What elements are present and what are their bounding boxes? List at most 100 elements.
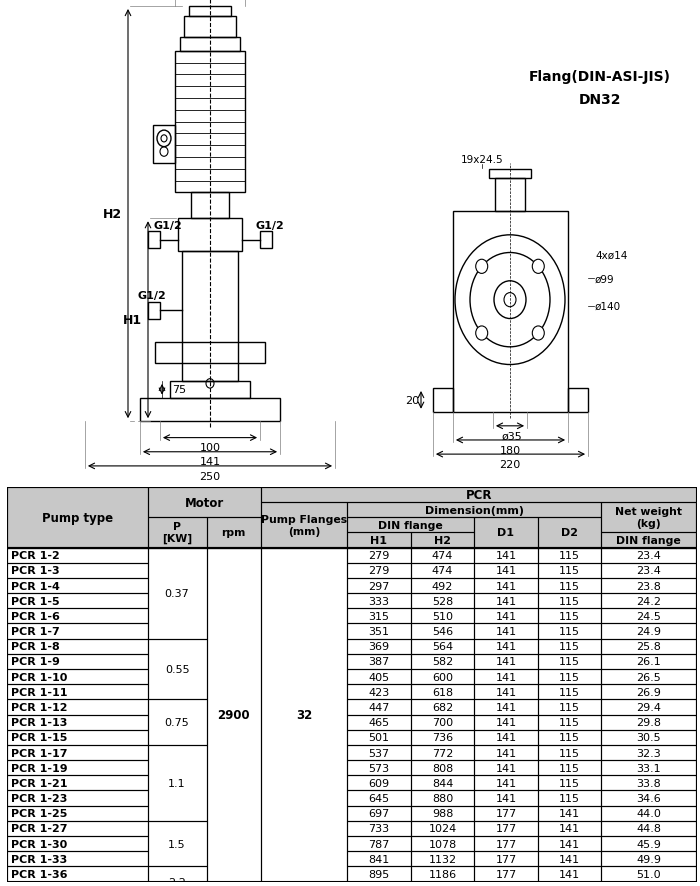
Bar [148, 821, 206, 867]
Bar [601, 851, 696, 867]
Text: 32.3: 32.3 [636, 748, 662, 758]
Bar [433, 389, 453, 412]
Bar [7, 867, 148, 882]
Bar [601, 684, 696, 700]
Text: 528: 528 [432, 596, 453, 606]
Text: 0.55: 0.55 [164, 664, 190, 674]
Bar [411, 594, 474, 609]
Bar [7, 548, 148, 563]
Bar [538, 517, 601, 548]
Text: 141: 141 [496, 596, 517, 606]
Bar [155, 343, 265, 364]
Bar [7, 684, 148, 700]
Bar [7, 730, 148, 745]
Text: Dimension(mm): Dimension(mm) [425, 505, 524, 515]
Bar [180, 38, 240, 51]
Text: H2: H2 [434, 535, 451, 546]
Bar [474, 745, 538, 760]
Bar [7, 609, 148, 624]
Text: 351: 351 [368, 626, 389, 636]
Text: 141: 141 [496, 641, 517, 651]
Text: 141: 141 [496, 611, 517, 621]
Bar [538, 624, 601, 639]
Bar [601, 548, 696, 563]
Text: 20: 20 [405, 395, 419, 406]
Bar [347, 821, 411, 836]
Bar [347, 639, 411, 654]
Bar [474, 548, 538, 563]
Bar [411, 790, 474, 805]
Bar [347, 563, 411, 579]
Text: H2: H2 [103, 208, 122, 221]
Bar [601, 821, 696, 836]
Bar [411, 532, 474, 548]
Bar [474, 594, 538, 609]
Bar [7, 639, 148, 654]
Bar [474, 836, 538, 851]
Bar [347, 867, 411, 882]
Text: 115: 115 [559, 611, 580, 621]
Bar [601, 548, 696, 563]
Text: 0.37: 0.37 [164, 588, 190, 598]
Bar [347, 594, 411, 609]
Bar [474, 836, 538, 851]
Text: 423: 423 [368, 687, 390, 697]
Bar [474, 594, 538, 609]
Text: PCR 1-15: PCR 1-15 [11, 733, 67, 742]
Bar [7, 730, 148, 745]
Bar [7, 821, 148, 836]
Bar [538, 745, 601, 760]
Text: 465: 465 [368, 718, 389, 727]
Bar [601, 594, 696, 609]
Text: PCR: PCR [466, 488, 492, 501]
Bar [148, 867, 206, 886]
Text: 279: 279 [368, 565, 390, 576]
Text: 26.1: 26.1 [636, 657, 662, 666]
Text: 141: 141 [496, 687, 517, 697]
Bar [538, 684, 601, 700]
Bar [538, 805, 601, 821]
Bar [411, 563, 474, 579]
Text: 177: 177 [496, 854, 517, 864]
Bar [601, 745, 696, 760]
Bar [538, 805, 601, 821]
Bar [347, 821, 411, 836]
Bar [7, 548, 148, 563]
Bar [538, 654, 601, 669]
Bar [7, 563, 148, 579]
Text: 474: 474 [432, 565, 453, 576]
Bar [601, 532, 696, 548]
Text: 697: 697 [368, 808, 390, 819]
Bar [538, 730, 601, 745]
Text: 2.2: 2.2 [168, 876, 186, 886]
Text: PCR 1-33: PCR 1-33 [11, 854, 67, 864]
Bar [474, 563, 538, 579]
Bar [148, 232, 160, 248]
Bar [474, 821, 538, 836]
Text: 369: 369 [368, 641, 389, 651]
Bar [538, 579, 601, 594]
Bar [148, 548, 206, 639]
Bar [347, 609, 411, 624]
Bar [411, 836, 474, 851]
Text: 474: 474 [432, 550, 453, 561]
Bar [538, 715, 601, 730]
Bar [474, 760, 538, 775]
Bar [474, 730, 538, 745]
Bar [411, 669, 474, 684]
Bar [7, 669, 148, 684]
Bar [347, 639, 411, 654]
Bar [206, 517, 261, 548]
Text: 279: 279 [368, 550, 390, 561]
Bar [7, 700, 148, 715]
Text: 510: 510 [432, 611, 453, 621]
Bar [601, 609, 696, 624]
Text: 141: 141 [496, 565, 517, 576]
Bar [538, 639, 601, 654]
Bar [347, 502, 601, 517]
Text: 447: 447 [368, 703, 390, 712]
Text: G1/2: G1/2 [256, 221, 284, 230]
Text: 180: 180 [499, 445, 521, 455]
Bar [347, 760, 411, 775]
Text: 141: 141 [496, 748, 517, 758]
